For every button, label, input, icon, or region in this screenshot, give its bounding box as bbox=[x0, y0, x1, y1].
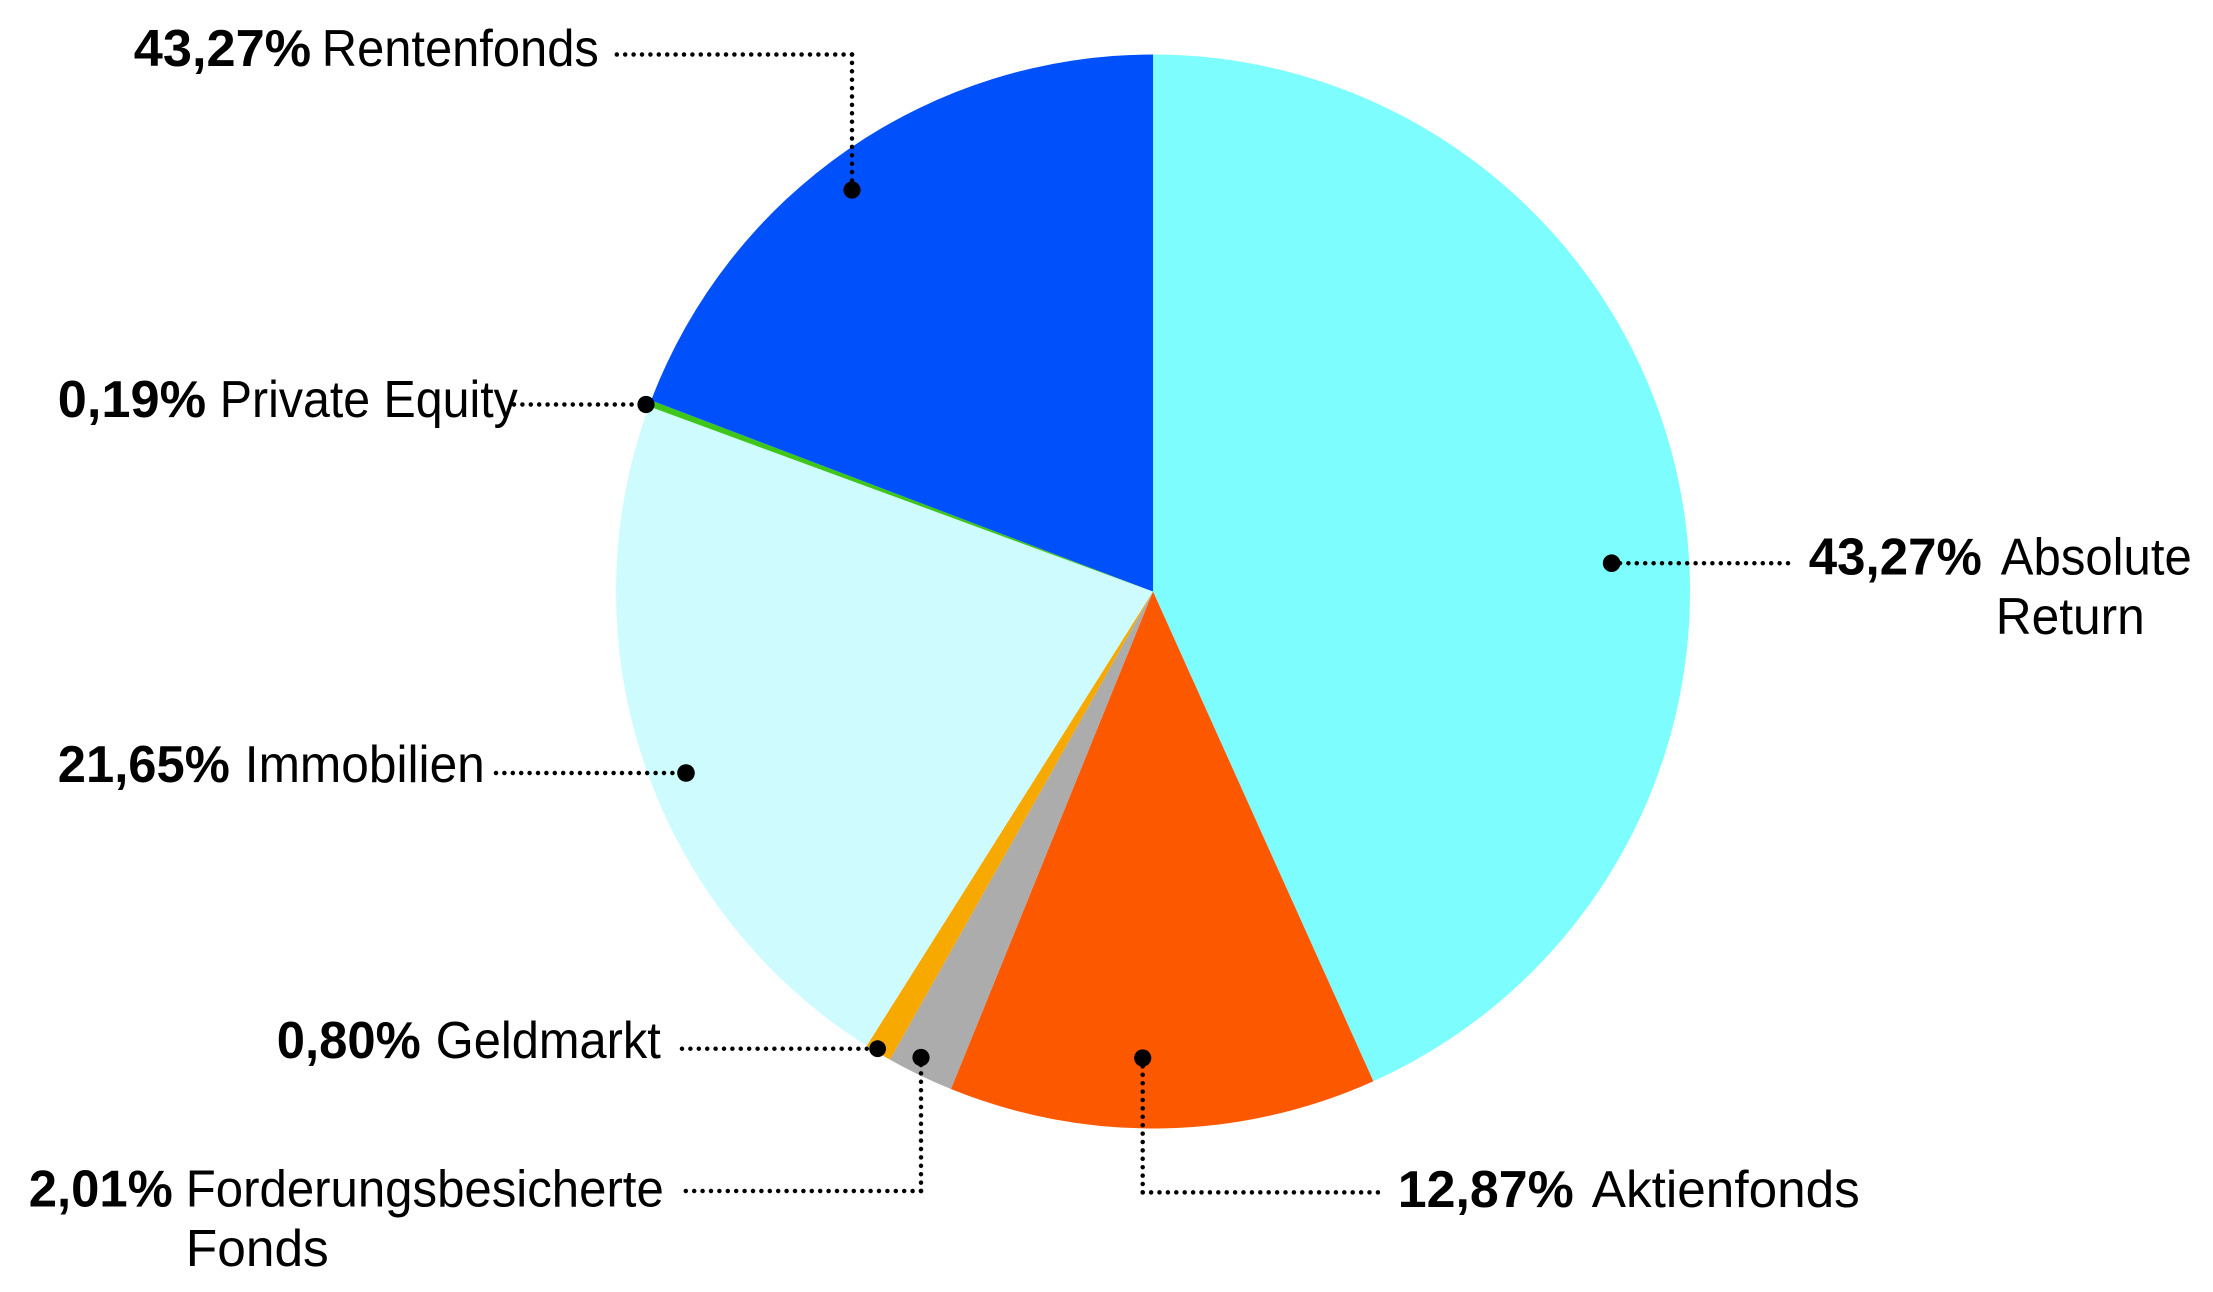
svg-text:21,65%: 21,65% bbox=[58, 736, 230, 794]
svg-text:43,27%: 43,27% bbox=[134, 20, 311, 78]
svg-text:Forderungsbesicherte: Forderungsbesicherte bbox=[186, 1161, 664, 1219]
svg-text:0,19%: 0,19% bbox=[58, 371, 206, 429]
svg-text:2,01%: 2,01% bbox=[29, 1161, 173, 1219]
svg-text:Private Equity: Private Equity bbox=[220, 371, 519, 429]
svg-text:12,87%: 12,87% bbox=[1398, 1161, 1574, 1219]
svg-text:0,80%: 0,80% bbox=[277, 1012, 421, 1070]
svg-text:Rentenfonds: Rentenfonds bbox=[322, 20, 599, 78]
svg-text:43,27%: 43,27% bbox=[1809, 529, 1982, 587]
svg-text:Absolute: Absolute bbox=[2001, 529, 2192, 587]
svg-text:Immobilien: Immobilien bbox=[245, 736, 485, 794]
svg-text:Aktienfonds: Aktienfonds bbox=[1592, 1161, 1860, 1219]
svg-text:Geldmarkt: Geldmarkt bbox=[436, 1012, 661, 1070]
svg-text:Return: Return bbox=[1996, 588, 2145, 646]
svg-text:Fonds: Fonds bbox=[186, 1220, 329, 1278]
